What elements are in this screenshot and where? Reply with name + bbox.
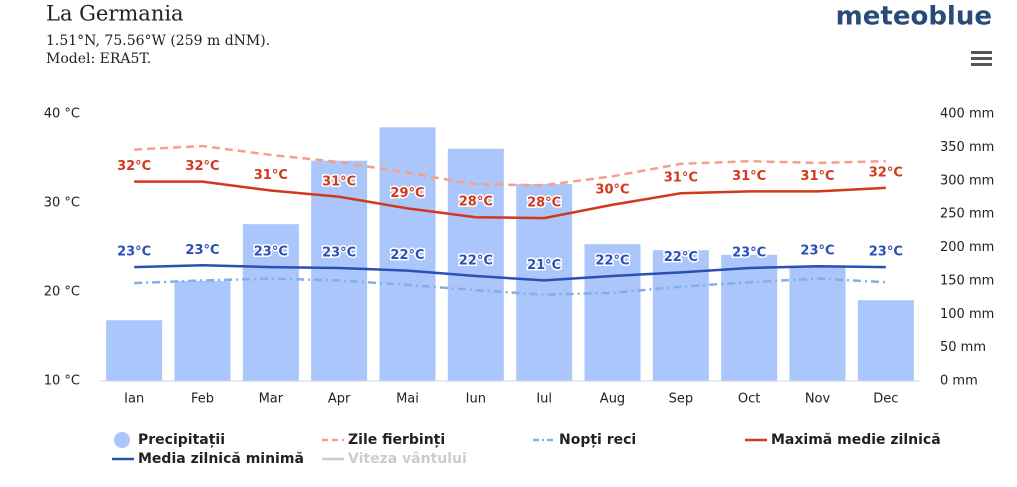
value-label: 23°C [800,244,834,259]
value-label: 32°C [185,159,219,174]
x-tick-label: Aug [600,392,625,407]
x-tick-label: Oct [738,392,760,407]
value-label: 28°C [527,196,561,211]
x-tick-label: Mai [396,392,419,407]
y2-tick-label: 100 mm [940,307,994,322]
value-label: 30°C [595,182,629,197]
x-tick-label: Iul [536,392,552,407]
value-label: 23°C [732,245,766,260]
bar [857,300,914,381]
y2-tick-label: 150 mm [940,273,994,288]
value-label: 29°C [390,186,424,201]
legend-symbol [114,432,130,448]
value-label: 22°C [459,253,493,268]
legend-label: Nopți reci [559,432,636,448]
legend-label: Precipitații [138,432,225,448]
bar [447,148,504,381]
value-label: 32°C [117,159,151,174]
line [134,264,886,282]
y2-tick-label: 300 mm [940,173,994,188]
y2-tick-label: 0 mm [940,374,978,389]
legend-label: Media zilnică minimă [138,451,304,467]
x-tick-label: Apr [328,392,351,407]
model: Model: ERA5T. [46,51,151,67]
bar [789,266,846,381]
y-tick-label: 10 °C [44,374,80,389]
value-label: 23°C [117,245,151,260]
bar [106,320,163,381]
x-tick-label: Nov [805,392,831,407]
x-tick-label: Dec [873,392,898,407]
logo: meteoblue [836,2,992,32]
value-label: 21°C [527,258,561,273]
value-label: 31°C [322,174,356,189]
value-label: 31°C [254,168,288,183]
value-label: 23°C [322,245,356,260]
value-label: 31°C [800,169,834,184]
x-tick-label: Feb [191,392,214,407]
y2-tick-label: 400 mm [940,107,994,122]
x-tick-label: Sep [669,392,694,407]
bar [721,254,778,381]
value-label: 22°C [595,253,629,268]
y2-tick-label: 50 mm [940,340,986,355]
y2-tick-label: 350 mm [940,140,994,155]
bar [379,127,436,381]
value-label: 23°C [869,245,903,260]
bar [174,280,231,381]
y2-tick-label: 200 mm [940,240,994,255]
y-tick-label: 20 °C [44,285,80,300]
value-label: 22°C [664,250,698,265]
x-tick-label: Ian [124,392,144,407]
y-tick-label: 30 °C [44,196,80,211]
value-label: 31°C [732,169,766,184]
value-label: 32°C [869,165,903,180]
legend-label: Viteza vântului [348,451,467,467]
title: La Germania [46,2,184,26]
value-label: 22°C [390,248,424,263]
legend-label: Zile fierbinți [348,432,445,448]
bar [652,250,709,381]
value-label: 28°C [459,195,493,210]
line [134,180,886,220]
value-label: 23°C [254,245,288,260]
y2-tick-label: 250 mm [940,207,994,222]
x-tick-label: Iun [466,392,486,407]
y-tick-label: 40 °C [44,107,80,122]
location: 1.51°N, 75.56°W (259 m dNM). [46,33,270,49]
x-tick-label: Mar [259,392,284,407]
value-label: 23°C [185,243,219,258]
legend-label: Maximă medie zilnică [771,432,941,448]
line [134,144,886,187]
bar [242,224,299,381]
bar [584,244,641,381]
value-label: 31°C [664,171,698,186]
menu-icon[interactable] [971,51,992,66]
